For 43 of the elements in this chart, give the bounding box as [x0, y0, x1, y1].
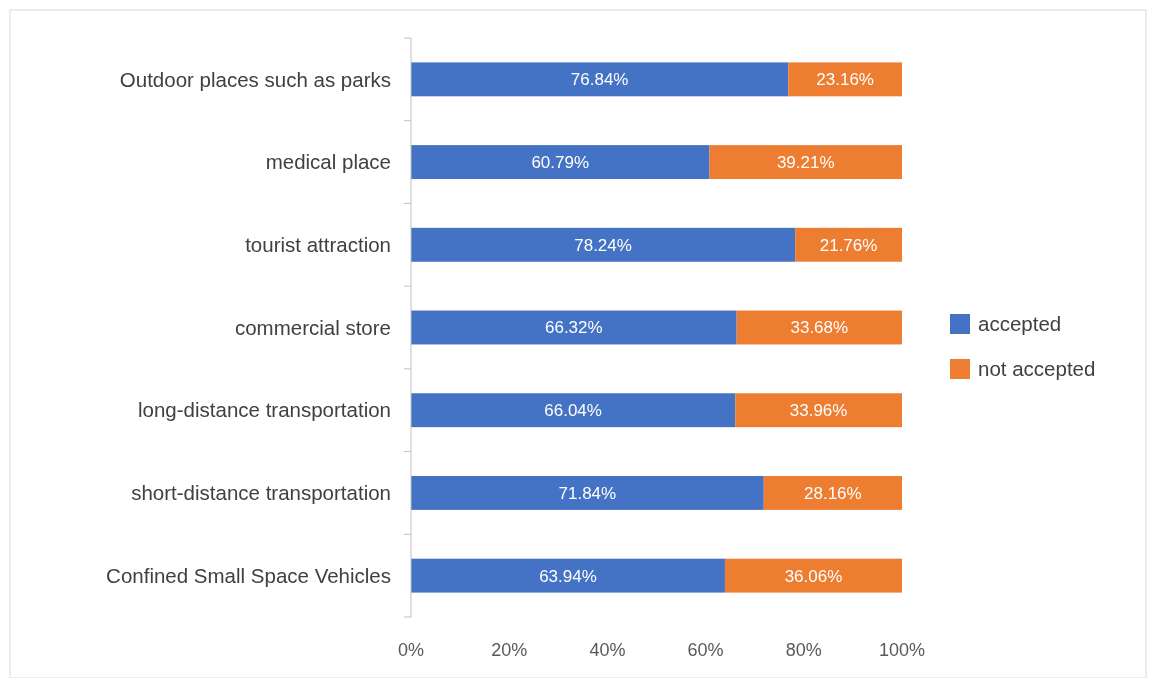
y-tick-label: commercial store — [234, 315, 391, 339]
y-tick-label: Confined Small Space Vehicles — [106, 563, 391, 587]
bar — [763, 475, 902, 510]
data-label: 21.76% — [819, 235, 878, 255]
bar — [709, 145, 902, 180]
y-tick-label: short-distance transportation — [131, 481, 391, 505]
y-tick-label: tourist attraction — [245, 232, 391, 256]
data-label: 71.84% — [558, 483, 617, 503]
legend-label: accepted — [978, 312, 1062, 336]
bar — [411, 393, 736, 428]
data-label: 66.32% — [544, 318, 603, 338]
bar — [411, 62, 789, 97]
bar — [735, 393, 902, 428]
data-label: 60.79% — [531, 153, 590, 173]
data-label: 33.96% — [789, 401, 848, 421]
bar — [788, 62, 902, 97]
data-label: 63.94% — [539, 566, 597, 586]
x-tick-label: 60% — [687, 640, 724, 661]
x-tick-label: 100% — [878, 640, 926, 661]
data-label: 39.21% — [776, 153, 835, 173]
bar — [411, 475, 764, 510]
bar — [795, 227, 902, 262]
bar — [724, 558, 902, 593]
data-label: 36.06% — [784, 566, 843, 586]
data-label: 76.84% — [570, 70, 629, 90]
bar — [411, 145, 710, 180]
data-label: 78.24% — [574, 235, 632, 255]
x-tick-label: 40% — [589, 640, 626, 661]
x-tick-label: 80% — [785, 640, 822, 661]
bar — [411, 227, 796, 262]
data-label: 28.16% — [804, 483, 862, 503]
data-label: 23.16% — [816, 70, 874, 90]
y-tick-label: medical place — [265, 150, 391, 174]
y-tick-label: Outdoor places such as parks — [119, 67, 391, 91]
data-label: 66.04% — [544, 401, 602, 421]
y-tick-label: long-distance transportation — [138, 398, 391, 422]
bar — [411, 558, 725, 593]
x-tick-label: 20% — [491, 640, 528, 661]
legend-label: not accepted — [978, 357, 1096, 381]
bar — [411, 310, 737, 345]
bar — [736, 310, 902, 345]
x-tick-label: 0% — [397, 640, 425, 661]
data-label: 33.68% — [790, 318, 849, 338]
